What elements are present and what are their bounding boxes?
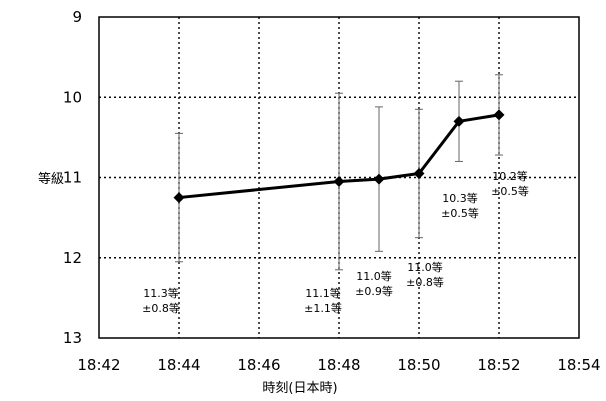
series-line (178, 113, 500, 200)
x-tick-label: 18:42 (77, 356, 120, 374)
data-label-value: 11.0等 (356, 269, 392, 283)
y-tick-label: 13 (63, 329, 82, 347)
y-tick-label: 9 (72, 8, 82, 26)
data-labels: 11.3等±0.8等11.1等±1.1等11.0等±0.9等11.0等±0.8等… (142, 169, 529, 315)
data-label-value: 11.0等 (407, 260, 443, 274)
data-label-error: ±1.1等 (304, 301, 342, 315)
data-point (413, 167, 425, 179)
y-tick-label: 11 (63, 169, 82, 187)
data-label-error: ±0.8等 (406, 275, 444, 289)
x-tick-label: 18:52 (477, 356, 520, 374)
y-tick-label: 12 (63, 249, 82, 267)
data-label-value: 10.2等 (492, 169, 528, 183)
data-label-error: ±0.8等 (142, 301, 180, 315)
x-axis-label: 時刻(日本時) (262, 381, 337, 396)
x-tick-label: 18:54 (557, 356, 600, 374)
data-label-error: ±0.9等 (355, 284, 393, 298)
x-axis-ticks: 18:42 18:44 18:46 18:48 18:50 18:52 18:54 (77, 356, 600, 374)
data-label-error: ±0.5等 (441, 206, 479, 220)
data-point (333, 176, 345, 188)
x-tick-label: 18:50 (397, 356, 440, 374)
data-point (493, 109, 505, 121)
data-markers (173, 109, 505, 204)
data-point (453, 115, 465, 127)
x-tick-label: 18:44 (157, 356, 200, 374)
data-label-value: 10.3等 (442, 191, 478, 205)
data-point (173, 192, 185, 204)
x-tick-label: 18:46 (237, 356, 280, 374)
y-tick-label: 10 (63, 88, 82, 106)
data-label-value: 11.1等 (305, 286, 341, 300)
y-axis-label: 等級 (38, 171, 64, 187)
data-label-error: ±0.5等 (491, 184, 529, 198)
data-label-value: 11.3等 (143, 286, 179, 300)
y-axis-ticks: 9 10 11 12 13 (63, 8, 82, 347)
data-point (373, 173, 385, 185)
x-tick-label: 18:48 (317, 356, 360, 374)
